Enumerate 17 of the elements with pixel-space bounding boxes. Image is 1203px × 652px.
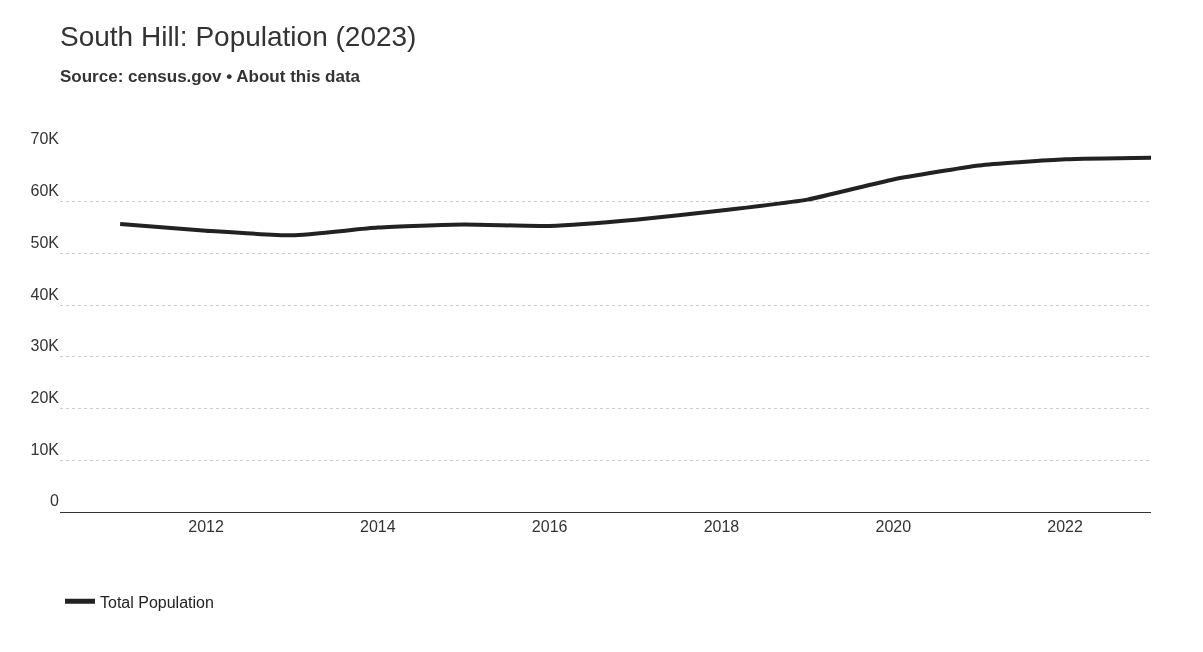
x-tick-label: 2020 bbox=[875, 518, 912, 536]
y-tick-label: 50K bbox=[30, 233, 60, 251]
x-tick-label: 2018 bbox=[703, 518, 740, 536]
y-tick-label: 40K bbox=[30, 285, 60, 303]
chart-title: South Hill: Population (2023) bbox=[60, 20, 417, 52]
y-tick-label: 70K bbox=[30, 130, 60, 148]
y-tick-label: 60K bbox=[30, 182, 60, 200]
y-tick-label: 30K bbox=[30, 337, 60, 355]
y-tick-label: 10K bbox=[30, 440, 60, 458]
y-tick-label: 20K bbox=[30, 388, 60, 406]
chart-subtitle: Source: census.gov • About this data bbox=[60, 67, 361, 87]
x-tick-label: 2022 bbox=[1047, 518, 1083, 536]
x-tick-label: 2014 bbox=[360, 518, 396, 536]
y-tick-label: 0 bbox=[50, 492, 60, 510]
x-tick-label: 2012 bbox=[188, 518, 224, 536]
legend-label: Total Population bbox=[100, 593, 214, 611]
x-tick-label: 2016 bbox=[531, 518, 568, 536]
